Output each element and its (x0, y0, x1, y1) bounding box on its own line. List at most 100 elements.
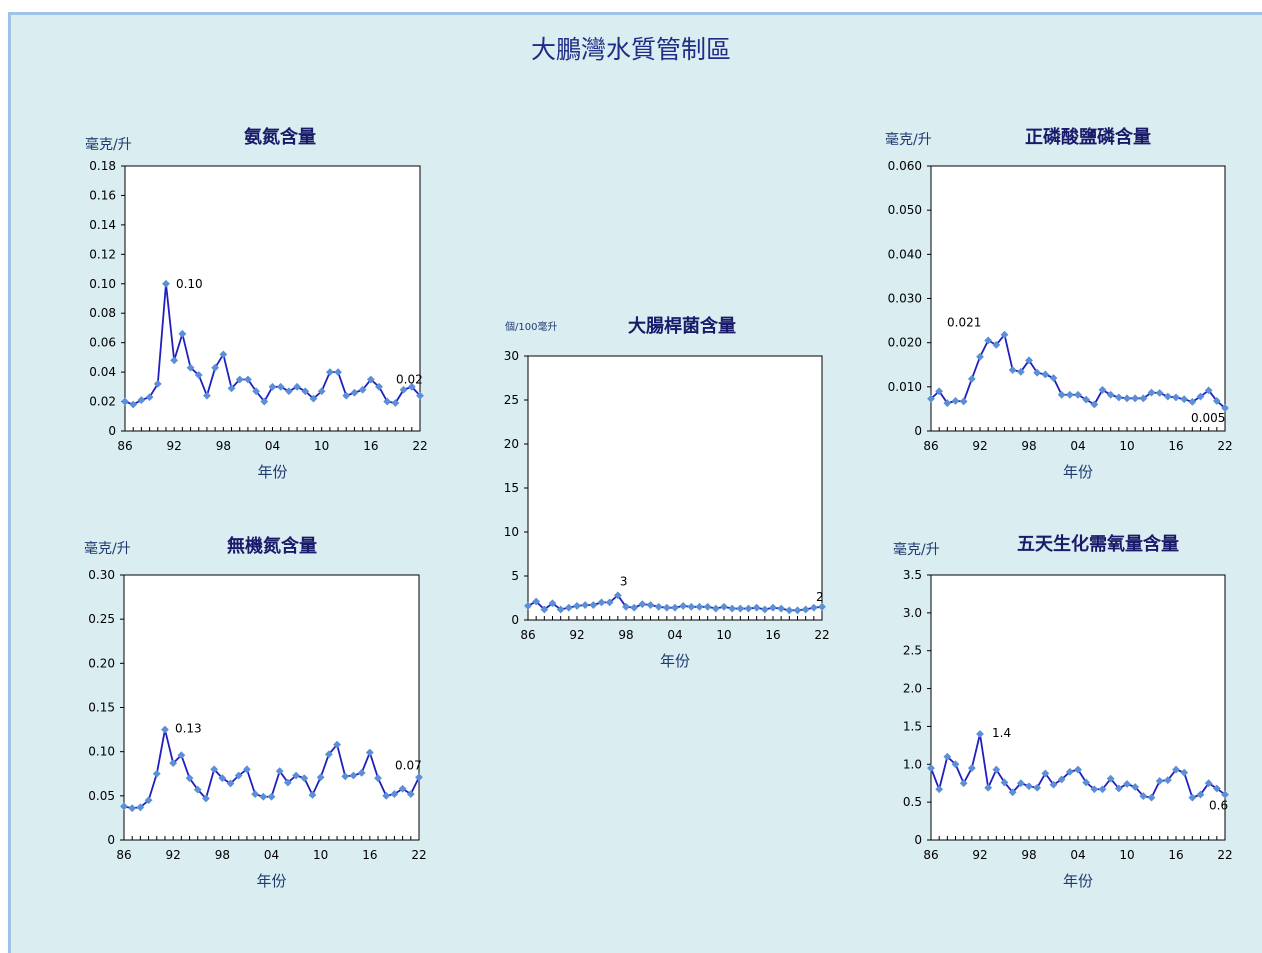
orthophosphate-data-point (1090, 400, 1099, 409)
bod5-data-point (1123, 780, 1131, 788)
orthophosphate-data-point (1221, 404, 1229, 412)
ammonia-data-point (366, 375, 375, 384)
orthophosphate-x-tick-label: 86 (923, 439, 938, 453)
orthophosphate-x-tick-label: 04 (1070, 439, 1085, 453)
coliform-data-point (646, 601, 655, 609)
inorganic-nitrogen-data-point (169, 759, 178, 768)
ammonia-data-point (383, 397, 392, 406)
orthophosphate-x-tick-label: 92 (972, 439, 987, 453)
inorganic-nitrogen-data-point (152, 769, 161, 778)
orthophosphate-data-point (984, 336, 993, 345)
ammonia-data-point (268, 382, 277, 391)
ammonia-data-point (145, 393, 154, 402)
ammonia-data-point (301, 387, 310, 396)
orthophosphate-data-label: 0.005 (1191, 411, 1225, 425)
bod5-data-point (1139, 792, 1148, 800)
ammonia-x-tick-label: 10 (314, 439, 329, 453)
orthophosphate-y-tick-label: 0.050 (888, 203, 922, 217)
bod5-y-tick-label: 0.5 (903, 795, 922, 809)
ammonia-data-point (235, 375, 244, 384)
coliform-x-axis-label: 年份 (660, 652, 690, 670)
bod5-x-tick-label: 16 (1168, 848, 1183, 862)
inorganic-nitrogen-data-point (324, 750, 333, 759)
bod5-data-point (1082, 778, 1091, 787)
ammonia-data-point (325, 368, 334, 377)
inorganic-nitrogen-data-point (234, 771, 243, 780)
orthophosphate-y-tick-label: 0.030 (888, 292, 922, 306)
orthophosphate-y-tick-label: 0.020 (888, 336, 922, 350)
ammonia-x-tick-label: 22 (412, 439, 427, 453)
ammonia-data-point (293, 382, 301, 391)
orthophosphate-x-tick-label: 98 (1021, 439, 1036, 453)
orthophosphate-data-point (1065, 390, 1074, 399)
bod5-data-point (959, 779, 968, 788)
ammonia-unit: 毫克/升 (85, 136, 132, 153)
orthophosphate-data-point (1033, 368, 1042, 377)
orthophosphate-y-tick-label: 0.010 (888, 380, 922, 394)
bod5-data-point (1065, 767, 1074, 776)
bod5-x-tick-label: 92 (972, 848, 987, 862)
orthophosphate-data-point (1139, 394, 1148, 403)
inorganic-nitrogen-data-point (398, 784, 407, 793)
inorganic-nitrogen-data-label: 0.07 (395, 758, 422, 772)
coliform-plot-area (527, 355, 823, 621)
ammonia-x-tick-label: 04 (265, 439, 280, 453)
coliform-y-tick-label: 25 (504, 393, 519, 407)
bod5-y-tick-label: 3.0 (903, 606, 922, 620)
orthophosphate-plot-area (930, 165, 1226, 432)
ammonia-data-point (416, 391, 424, 400)
ammonia-title: 氨氮含量 (244, 126, 316, 148)
bod5-data-label: 0.6 (1209, 799, 1228, 813)
ammonia-data-point (252, 387, 261, 396)
bod5-data-point (1180, 768, 1189, 777)
coliform-data-point (801, 605, 810, 614)
inorganic-nitrogen-data-point (226, 779, 235, 788)
coliform-data-point (679, 602, 688, 610)
coliform-x-tick-label: 86 (520, 628, 535, 642)
bod5-data-point (1057, 775, 1066, 784)
orthophosphate-data-point (1114, 393, 1123, 402)
bod5-data-point (1114, 784, 1123, 793)
ammonia-data-point (203, 391, 211, 400)
coliform-data-point (760, 605, 769, 614)
coliform-data-point (613, 591, 622, 600)
coliform-data-point (597, 598, 606, 607)
bod5-data-point (1041, 769, 1050, 778)
ammonia-x-tick-label: 98 (216, 439, 231, 453)
coliform-data-point (556, 605, 565, 614)
bod5-data-point (1212, 784, 1221, 793)
inorganic-nitrogen-data-point (202, 794, 210, 803)
inorganic-nitrogen-data-point (308, 791, 317, 799)
bod5-data-point (1172, 765, 1180, 774)
bod5-x-tick-label: 98 (1021, 848, 1036, 862)
inorganic-nitrogen-y-tick-label: 0.30 (88, 568, 115, 582)
bod5-data-point (992, 765, 1001, 774)
coliform-data-point (605, 598, 614, 607)
bod5-data-point (1008, 788, 1017, 797)
inorganic-nitrogen-data-point (292, 771, 300, 780)
inorganic-nitrogen-data-point (374, 774, 382, 783)
orthophosphate-data-point (1155, 389, 1164, 397)
ammonia-data-point (219, 350, 228, 359)
coliform-data-point (703, 602, 712, 611)
inorganic-nitrogen-data-point (365, 748, 374, 757)
orthophosphate-data-point (976, 352, 984, 361)
coliform-data-point (728, 604, 737, 613)
ammonia-data-point (129, 400, 138, 409)
ammonia-data-point (375, 382, 383, 391)
coliform-data-point (630, 603, 639, 612)
ammonia-data-point (317, 387, 326, 396)
ammonia-data-label: 0.10 (176, 277, 203, 291)
bod5-data-point (943, 752, 952, 761)
coliform-data-point (769, 603, 777, 612)
bod5-x-axis-label: 年份 (1063, 872, 1093, 890)
bod5-y-tick-label: 2.5 (903, 644, 922, 658)
coliform-data-point (540, 605, 549, 614)
ammonia-data-point (399, 385, 408, 394)
orthophosphate-y-tick-label: 0.040 (888, 247, 922, 261)
orthophosphate-data-point (1163, 392, 1172, 401)
ammonia-data-point (244, 375, 252, 384)
ammonia-data-point (260, 397, 269, 406)
orthophosphate-unit: 毫克/升 (885, 131, 932, 148)
